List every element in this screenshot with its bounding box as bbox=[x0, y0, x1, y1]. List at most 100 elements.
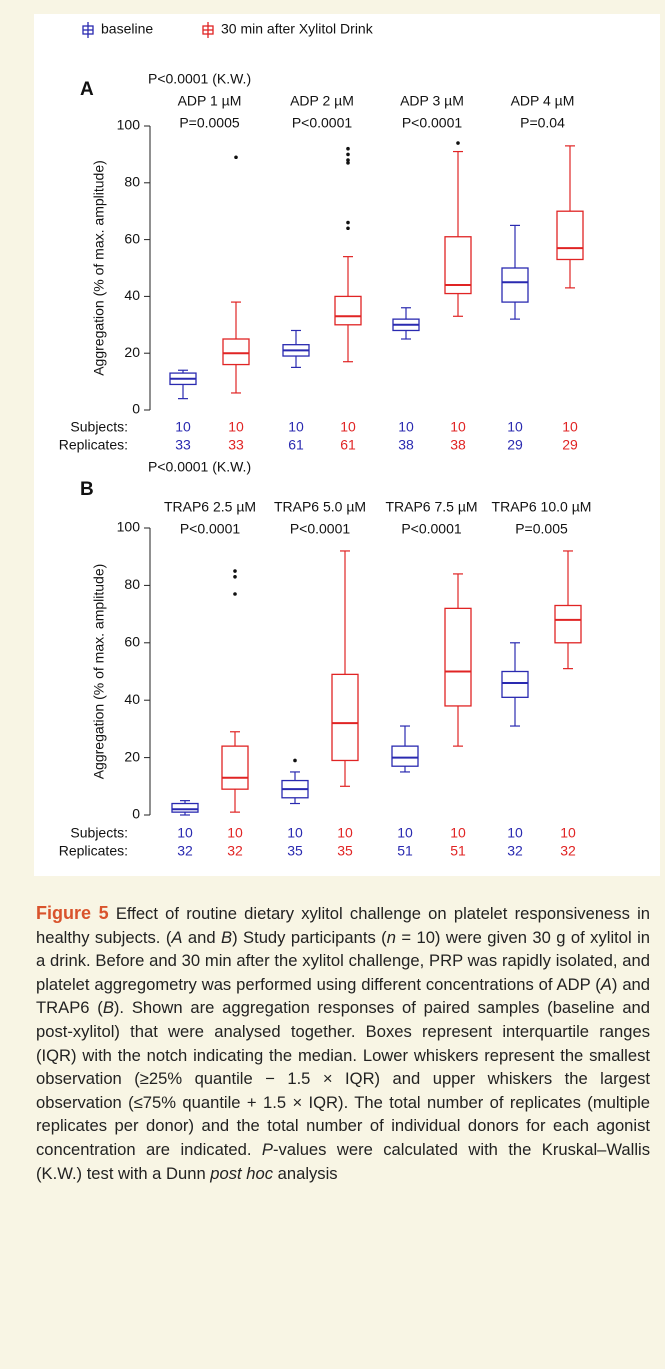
outlier bbox=[456, 141, 460, 145]
replicates-count: 29 bbox=[507, 437, 523, 453]
y-tick-label: 0 bbox=[132, 401, 140, 417]
caption-text: post hoc bbox=[210, 1163, 274, 1183]
p-value: P=0.005 bbox=[515, 521, 568, 537]
replicates-count: 33 bbox=[175, 437, 191, 453]
subjects-count: 10 bbox=[450, 419, 466, 435]
subjects-count: 10 bbox=[507, 419, 523, 435]
replicates-count: 29 bbox=[562, 437, 578, 453]
subjects-count: 10 bbox=[175, 419, 191, 435]
category-label: ADP 3 µM bbox=[400, 93, 464, 109]
y-tick-label: 20 bbox=[124, 748, 140, 764]
box bbox=[334, 295, 362, 326]
replicates-count: 32 bbox=[227, 843, 243, 859]
caption-text: -values were calculated with the Kruskal… bbox=[36, 1139, 650, 1183]
outlier bbox=[346, 158, 350, 162]
figure: baseline 30 min after Xylitol Drink A P<0.0… bbox=[34, 14, 660, 876]
caption-text: and bbox=[182, 927, 221, 947]
y-axis-label: Aggregation (% of max. amplitude) bbox=[91, 564, 107, 780]
caption-text: = 10) were given 30 g of xylitol in a dr… bbox=[36, 927, 650, 994]
replicates-count: 35 bbox=[287, 843, 303, 859]
outlier bbox=[346, 226, 350, 231]
category-label: ADP 1 µM bbox=[178, 93, 242, 109]
replicates-count: 32 bbox=[177, 843, 193, 859]
outlier bbox=[346, 220, 350, 225]
box bbox=[501, 267, 529, 303]
category-label: TRAP6 5.0 µM bbox=[274, 499, 366, 515]
replicates-count: 38 bbox=[398, 437, 414, 453]
box bbox=[501, 670, 529, 698]
p-value: P<0.0001 bbox=[402, 115, 463, 131]
box bbox=[554, 604, 582, 644]
subjects-count: 10 bbox=[177, 825, 193, 841]
category-label: ADP 4 µM bbox=[511, 93, 575, 109]
box bbox=[222, 338, 250, 366]
box bbox=[331, 673, 359, 762]
caption-text: Effect of routine dietary xylitol challe… bbox=[36, 904, 650, 947]
caption-text: n bbox=[386, 927, 396, 947]
subjects-count: 10 bbox=[337, 825, 353, 841]
y-tick-label: 20 bbox=[124, 344, 140, 360]
subjects-count: 10 bbox=[340, 419, 356, 435]
caption-text: ). Shown are aggregation responses of pa… bbox=[36, 998, 651, 1159]
y-tick-label: 80 bbox=[124, 576, 140, 592]
replicates-count: 32 bbox=[560, 843, 576, 859]
p-value: P<0.0001 bbox=[290, 521, 351, 537]
replicates-count: 35 bbox=[337, 843, 353, 859]
subjects-count: 10 bbox=[288, 419, 304, 435]
y-axis-label: Aggregation (% of max. amplitude) bbox=[91, 160, 107, 376]
p-value: P<0.0001 bbox=[401, 521, 462, 537]
caption-text: A bbox=[171, 927, 183, 947]
caption-text: analysis bbox=[273, 1163, 338, 1183]
y-tick-label: 100 bbox=[117, 519, 141, 535]
subjects-count: 10 bbox=[507, 825, 523, 841]
subjects-count: 10 bbox=[450, 825, 466, 841]
replicates-count: 51 bbox=[450, 843, 466, 859]
category-label: TRAP6 7.5 µM bbox=[385, 499, 477, 515]
y-tick-label: 0 bbox=[132, 806, 140, 822]
figure-label: Figure 5 bbox=[36, 903, 109, 923]
outlier bbox=[233, 592, 237, 596]
outlier bbox=[346, 152, 350, 157]
subjects-count: 10 bbox=[287, 825, 303, 841]
test-label: P<0.0001 (K.W.) bbox=[148, 71, 251, 87]
y-tick-label: 100 bbox=[117, 117, 141, 133]
box bbox=[444, 236, 472, 295]
box bbox=[221, 745, 249, 790]
subjects-count: 10 bbox=[397, 825, 413, 841]
panel-letter: A bbox=[80, 79, 94, 100]
row-label: Subjects: bbox=[70, 419, 128, 435]
figure-panel bbox=[34, 14, 660, 876]
row-label: Replicates: bbox=[59, 437, 128, 453]
y-tick-label: 40 bbox=[124, 691, 140, 707]
replicates-count: 61 bbox=[340, 437, 356, 453]
panel-letter: B bbox=[80, 479, 94, 500]
y-tick-label: 60 bbox=[124, 634, 140, 650]
replicates-count: 38 bbox=[450, 437, 466, 453]
caption-text: P bbox=[261, 1139, 273, 1159]
subjects-count: 10 bbox=[228, 419, 244, 435]
outlier bbox=[346, 146, 350, 151]
outlier bbox=[233, 574, 237, 579]
outlier bbox=[293, 758, 297, 763]
caption-text: ) Study participants ( bbox=[232, 927, 387, 947]
y-tick-label: 60 bbox=[124, 230, 140, 246]
y-tick-label: 80 bbox=[124, 174, 140, 190]
p-value: P<0.0001 bbox=[292, 115, 353, 131]
caption-text: ) and TRAP6 ( bbox=[36, 974, 651, 1018]
outlier bbox=[233, 569, 237, 573]
test-label: P<0.0001 (K.W.) bbox=[148, 459, 251, 475]
box bbox=[444, 607, 472, 707]
replicates-count: 32 bbox=[507, 843, 523, 859]
subjects-count: 10 bbox=[562, 419, 578, 435]
outlier bbox=[346, 161, 350, 165]
p-value: P=0.04 bbox=[520, 115, 565, 131]
p-value: P=0.0005 bbox=[179, 115, 240, 131]
caption-text: A bbox=[600, 974, 612, 994]
replicates-count: 33 bbox=[228, 437, 244, 453]
legend-label: baseline bbox=[101, 21, 153, 37]
caption-text: B bbox=[221, 927, 233, 947]
caption: Figure 5 Effect of routine dietary xylit… bbox=[36, 902, 650, 1185]
legend-label: 30 min after Xylitol Drink bbox=[221, 21, 374, 37]
subjects-count: 10 bbox=[398, 419, 414, 435]
